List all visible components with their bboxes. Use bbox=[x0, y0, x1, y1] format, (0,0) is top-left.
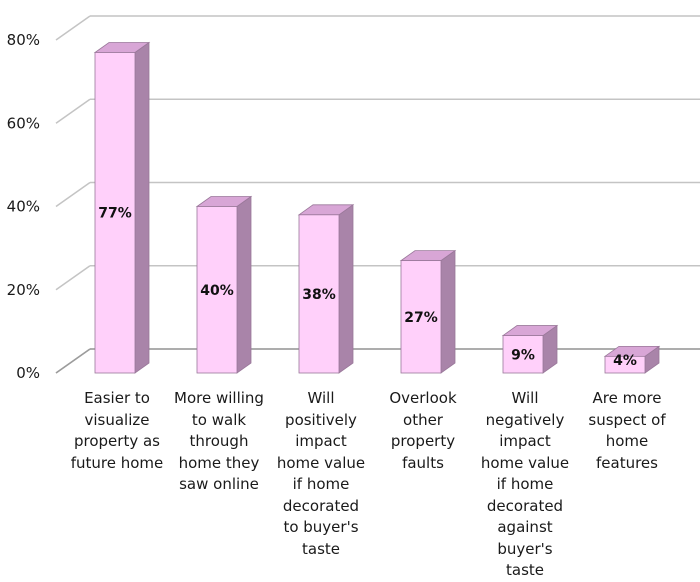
y-tick-label: 0% bbox=[16, 364, 40, 382]
bar-front bbox=[94, 52, 136, 374]
y-tick-label: 40% bbox=[7, 198, 40, 216]
x-category-label: More willing to walk through home they s… bbox=[174, 389, 264, 493]
gridline-diagonal bbox=[55, 98, 91, 124]
gridlines bbox=[55, 15, 700, 374]
bar bbox=[93, 41, 151, 374]
bar bbox=[297, 204, 355, 374]
bar-side bbox=[440, 249, 456, 374]
bar-side bbox=[338, 204, 354, 374]
x-category-label: Will negatively impact home value if hom… bbox=[480, 389, 570, 579]
bar bbox=[501, 324, 559, 374]
data-labels: 77% 40% 38% 27% 9% 4% bbox=[98, 206, 637, 369]
x-category-label: Easier to visualize property as future h… bbox=[70, 389, 164, 472]
bars bbox=[93, 41, 661, 374]
data-label: 38% bbox=[302, 287, 336, 303]
data-label: 9% bbox=[511, 347, 535, 363]
bar-front bbox=[400, 260, 442, 374]
x-category-label: Will positively impact home value if hom… bbox=[276, 389, 366, 558]
bar-side bbox=[236, 195, 252, 374]
data-label: 77% bbox=[98, 206, 132, 222]
bar-front bbox=[604, 355, 646, 374]
bar bbox=[399, 249, 457, 374]
gridline-diagonal bbox=[55, 15, 91, 41]
y-tick-label: 20% bbox=[7, 281, 40, 299]
bar bbox=[195, 195, 253, 374]
x-category-label: Overlook other property faults bbox=[389, 389, 457, 472]
x-category-label: Are more suspect of home features bbox=[588, 389, 666, 472]
data-label: 27% bbox=[404, 310, 438, 326]
bar-side bbox=[134, 41, 150, 374]
data-label: 40% bbox=[200, 283, 234, 299]
bar-front bbox=[196, 206, 238, 374]
data-label: 4% bbox=[613, 353, 637, 369]
bar bbox=[603, 345, 661, 374]
bar-front bbox=[298, 214, 340, 374]
gridline-diagonal bbox=[55, 181, 91, 208]
y-axis-ticks: 0% 20% 40% 60% 80% bbox=[7, 31, 40, 382]
y-tick-label: 60% bbox=[7, 114, 40, 132]
y-tick-label: 80% bbox=[7, 31, 40, 49]
axis-line bbox=[55, 348, 91, 374]
gridline-diagonal bbox=[55, 265, 91, 291]
bar-front bbox=[502, 335, 544, 374]
